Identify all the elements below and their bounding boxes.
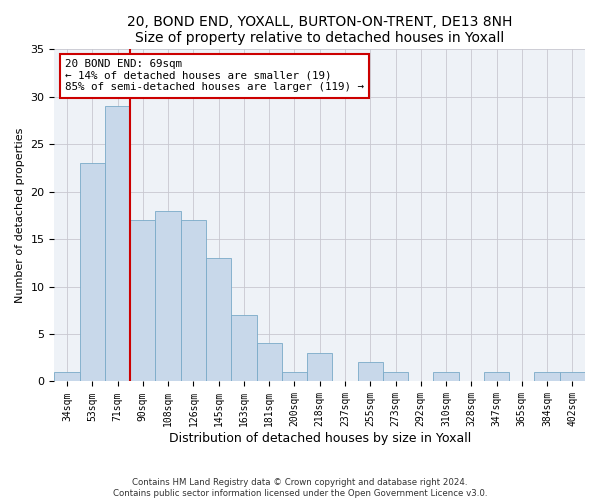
Bar — [307, 353, 332, 382]
Bar — [535, 372, 560, 382]
Title: 20, BOND END, YOXALL, BURTON-ON-TRENT, DE13 8NH
Size of property relative to det: 20, BOND END, YOXALL, BURTON-ON-TRENT, D… — [127, 15, 512, 45]
Bar — [181, 220, 206, 382]
Bar — [257, 344, 282, 382]
Bar — [206, 258, 231, 382]
Bar — [105, 106, 130, 382]
Bar — [155, 210, 181, 382]
Text: Contains HM Land Registry data © Crown copyright and database right 2024.
Contai: Contains HM Land Registry data © Crown c… — [113, 478, 487, 498]
Bar — [433, 372, 458, 382]
Bar — [383, 372, 408, 382]
X-axis label: Distribution of detached houses by size in Yoxall: Distribution of detached houses by size … — [169, 432, 471, 445]
Y-axis label: Number of detached properties: Number of detached properties — [15, 128, 25, 303]
Bar — [231, 315, 257, 382]
Bar — [358, 362, 383, 382]
Bar — [130, 220, 155, 382]
Bar — [484, 372, 509, 382]
Bar — [80, 163, 105, 382]
Bar — [560, 372, 585, 382]
Bar — [282, 372, 307, 382]
Bar — [55, 372, 80, 382]
Text: 20 BOND END: 69sqm
← 14% of detached houses are smaller (19)
85% of semi-detache: 20 BOND END: 69sqm ← 14% of detached hou… — [65, 59, 364, 92]
